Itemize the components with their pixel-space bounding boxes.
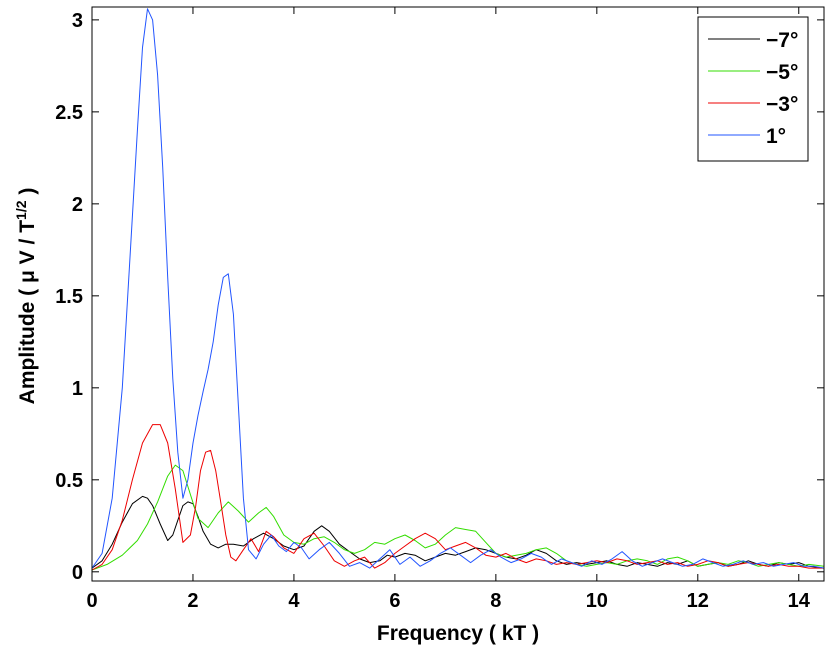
x-axis-title: Frequency ( kT )	[377, 622, 539, 645]
legend-label-3: 1°	[766, 125, 786, 148]
y-tick-label: 2.5	[55, 102, 83, 124]
y-tick-label: 0	[72, 562, 83, 584]
legend-box	[697, 16, 809, 162]
legend-label-2: −3°	[766, 93, 798, 116]
legend-label-0: −7°	[766, 29, 798, 52]
series-line-1	[91, 464, 825, 571]
x-tick-label: 14	[788, 590, 811, 612]
x-tick-label: 6	[389, 590, 400, 612]
legend-label-1: −5°	[766, 61, 798, 84]
x-tick-label: 4	[288, 590, 300, 612]
y-axis-title-close: )	[16, 188, 39, 201]
legend: −7° −5° −3° 1°	[697, 16, 809, 162]
y-tick-label: 0.5	[55, 470, 83, 492]
x-tick-label: 0	[86, 590, 97, 612]
y-axis-title-sup: 1/2	[13, 200, 29, 220]
y-axis-title: Amplitude ( μ V / T1/2 )	[13, 188, 39, 405]
plot-frame	[91, 6, 825, 582]
x-tick-label: 10	[586, 590, 608, 612]
x-tick-label: 2	[187, 590, 198, 612]
y-tick-label: 1	[72, 378, 83, 400]
x-ticks: 0 2 4 6 8 10 12 14	[86, 7, 811, 612]
y-tick-label: 3	[72, 10, 83, 32]
y-tick-label: 2	[72, 194, 83, 216]
series-line-3	[91, 8, 825, 569]
y-ticks: 0 0.5 1 1.5 2 2.5 3	[55, 10, 824, 584]
x-tick-label: 8	[490, 590, 501, 612]
y-axis-title-main: Amplitude ( μ V / T	[16, 220, 39, 405]
x-tick-label: 12	[687, 590, 709, 612]
y-tick-label: 1.5	[55, 286, 83, 308]
series-line-0	[91, 495, 825, 569]
plot-lines	[91, 8, 825, 571]
